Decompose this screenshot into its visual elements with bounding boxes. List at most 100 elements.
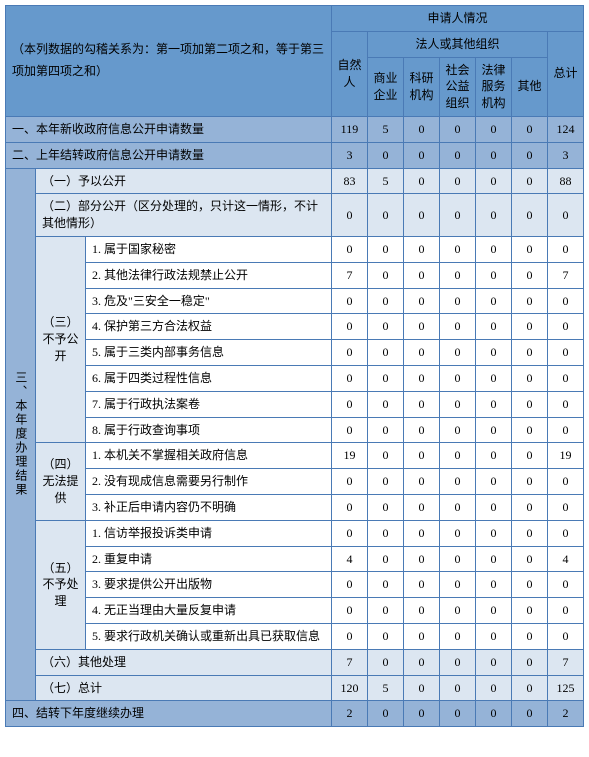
cell: 0 <box>547 391 583 417</box>
cell: 0 <box>475 494 511 520</box>
cell: 0 <box>367 598 403 624</box>
col-other: 其他 <box>511 57 547 116</box>
cell: 0 <box>331 340 367 366</box>
cell: 0 <box>475 194 511 237</box>
cell: 0 <box>475 701 511 727</box>
cell: 0 <box>547 520 583 546</box>
row-3-5-4: 4. 无正当理由大量反复申请 0000000 <box>6 598 584 624</box>
cell: 4 <box>547 546 583 572</box>
cell: 0 <box>511 701 547 727</box>
row-3-6-label: （六）其他处理 <box>36 649 332 675</box>
row-3-3-6: 6. 属于四类过程性信息 0000000 <box>6 365 584 391</box>
cell: 0 <box>439 701 475 727</box>
cell: 0 <box>439 443 475 469</box>
row-3-4-1-label: 1. 本机关不掌握相关政府信息 <box>86 443 332 469</box>
cell: 0 <box>511 365 547 391</box>
cell: 0 <box>475 314 511 340</box>
cell: 0 <box>403 168 439 194</box>
cell: 124 <box>547 116 583 142</box>
cell: 3 <box>547 142 583 168</box>
cell: 0 <box>403 675 439 701</box>
cell: 0 <box>511 314 547 340</box>
cell: 0 <box>367 194 403 237</box>
row-4-label: 四、结转下年度继续办理 <box>6 701 332 727</box>
cell: 0 <box>403 469 439 495</box>
cell: 0 <box>511 598 547 624</box>
cell: 0 <box>367 365 403 391</box>
row-3-5-4-label: 4. 无正当理由大量反复申请 <box>86 598 332 624</box>
cell: 7 <box>331 649 367 675</box>
row-3-5-3: 3. 要求提供公开出版物 0000000 <box>6 572 584 598</box>
col-natural: 自然人 <box>331 31 367 116</box>
cell: 125 <box>547 675 583 701</box>
cell: 0 <box>547 365 583 391</box>
cell: 0 <box>331 365 367 391</box>
cell: 0 <box>511 391 547 417</box>
col-biz: 商业企业 <box>367 57 403 116</box>
cell: 0 <box>511 572 547 598</box>
cell: 0 <box>439 469 475 495</box>
cell: 0 <box>475 262 511 288</box>
cell: 0 <box>547 623 583 649</box>
cell: 0 <box>403 417 439 443</box>
row-3-4-2: 2. 没有现成信息需要另行制作 0000000 <box>6 469 584 495</box>
cell: 4 <box>331 546 367 572</box>
row-3-3-2-label: 2. 其他法律行政法规禁止公开 <box>86 262 332 288</box>
row-3-5-5: 5. 要求行政机关确认或重新出具已获取信息 0000000 <box>6 623 584 649</box>
cell: 0 <box>439 391 475 417</box>
cell: 0 <box>367 572 403 598</box>
row-3-3-7-label: 7. 属于行政执法案卷 <box>86 391 332 417</box>
cell: 0 <box>439 572 475 598</box>
cell: 0 <box>439 314 475 340</box>
cell: 0 <box>403 340 439 366</box>
cell: 0 <box>367 443 403 469</box>
row-3-3-3: 3. 危及"三安全一稳定" 0000000 <box>6 288 584 314</box>
cell: 0 <box>439 675 475 701</box>
row-3-7: （七）总计 12050000125 <box>6 675 584 701</box>
cell: 0 <box>547 288 583 314</box>
row-3-7-label: （七）总计 <box>36 675 332 701</box>
cell: 0 <box>547 598 583 624</box>
cell: 0 <box>475 546 511 572</box>
cell: 0 <box>547 494 583 520</box>
gov-info-disclosure-table: （本列数据的勾稽关系为：第一项加第二项之和，等于第三项加第四项之和） 申请人情况… <box>5 5 584 727</box>
row-3-4-3-label: 3. 补正后申请内容仍不明确 <box>86 494 332 520</box>
row-3-3-4: 4. 保护第三方合法权益 0000000 <box>6 314 584 340</box>
cell: 0 <box>367 649 403 675</box>
cell: 0 <box>367 262 403 288</box>
cell: 0 <box>511 546 547 572</box>
cell: 3 <box>331 142 367 168</box>
group-3-5-label: （五）不予处理 <box>36 520 86 649</box>
row-3-3-8: 8. 属于行政查询事项 0000000 <box>6 417 584 443</box>
cell: 88 <box>547 168 583 194</box>
cell: 0 <box>439 194 475 237</box>
cell: 0 <box>439 649 475 675</box>
cell: 0 <box>547 314 583 340</box>
row-2: 二、上年结转政府信息公开申请数量 3 0 0 0 0 0 3 <box>6 142 584 168</box>
cell: 0 <box>367 520 403 546</box>
cell: 0 <box>511 288 547 314</box>
col-research: 科研机构 <box>403 57 439 116</box>
cell: 0 <box>331 417 367 443</box>
cell: 0 <box>439 623 475 649</box>
cell: 0 <box>475 623 511 649</box>
cell: 0 <box>331 520 367 546</box>
cell: 0 <box>367 494 403 520</box>
cell: 0 <box>331 236 367 262</box>
cell: 0 <box>367 340 403 366</box>
row-3-3-5-label: 5. 属于三类内部事务信息 <box>86 340 332 366</box>
cell: 0 <box>511 262 547 288</box>
header-top: 申请人情况 <box>331 6 583 32</box>
cell: 0 <box>511 168 547 194</box>
cell: 0 <box>475 365 511 391</box>
cell: 0 <box>511 520 547 546</box>
cell: 0 <box>511 116 547 142</box>
row-3-2: （二）部分公开（区分处理的，只计这一情形，不计其他情形） 0 0 0 0 0 0… <box>6 194 584 237</box>
cell: 0 <box>403 546 439 572</box>
cell: 0 <box>475 443 511 469</box>
cell: 0 <box>403 194 439 237</box>
cell: 0 <box>547 194 583 237</box>
cell: 0 <box>475 288 511 314</box>
cell: 2 <box>547 701 583 727</box>
cell: 119 <box>331 116 367 142</box>
